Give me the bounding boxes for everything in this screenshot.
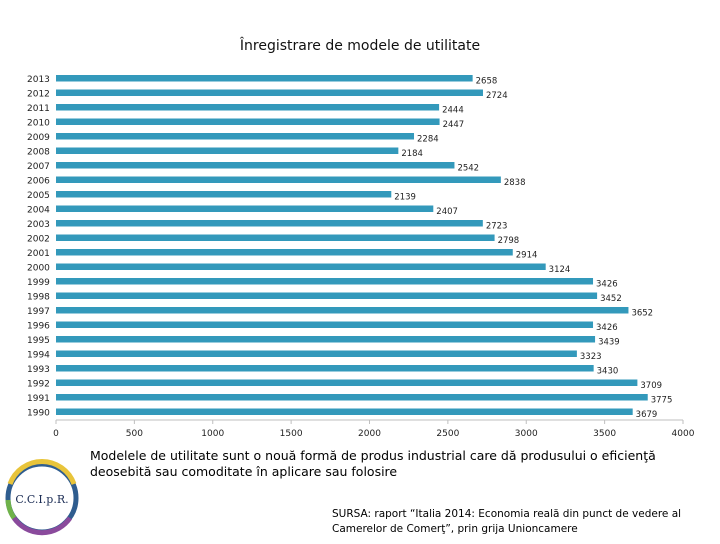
value-label-2005: 2139	[394, 192, 416, 202]
x-tick-label-1500: 1500	[280, 429, 303, 439]
value-label-2000: 3124	[549, 265, 571, 275]
y-label-1997: 1997	[27, 307, 50, 317]
value-label-1994: 3323	[580, 352, 602, 362]
bar-2006	[56, 176, 501, 183]
value-label-2013: 2658	[476, 76, 498, 86]
bar-1992	[56, 379, 638, 386]
value-label-1990: 3679	[636, 410, 658, 420]
bar-2005	[56, 191, 392, 198]
value-label-1993: 3430	[597, 366, 619, 376]
y-label-2002: 2002	[27, 234, 50, 244]
y-label-1991: 1991	[27, 394, 50, 404]
x-tick-label-3000: 3000	[515, 429, 538, 439]
y-label-1999: 1999	[27, 278, 50, 288]
y-label-2004: 2004	[27, 205, 50, 215]
y-label-2001: 2001	[27, 249, 50, 259]
value-label-2004: 2407	[436, 207, 458, 217]
bar-1995	[56, 336, 596, 343]
bar-1996	[56, 321, 594, 328]
y-label-2003: 2003	[27, 220, 50, 230]
y-label-2007: 2007	[27, 162, 50, 172]
y-label-2010: 2010	[27, 118, 50, 128]
x-tick-label-2000: 2000	[358, 429, 381, 439]
x-tick-label-0: 0	[53, 429, 59, 439]
bar-2001	[56, 249, 513, 256]
bar-1998	[56, 292, 598, 299]
value-label-1991: 3775	[651, 395, 673, 405]
y-axis-labels: 2013 2012 2011 2010 2009 2008 2007 2006 2005 2004…	[27, 75, 50, 419]
y-label-1998: 1998	[27, 292, 50, 302]
value-labels: 2658 2724 2444 2447 2284 2184 2542 2838 2139 2407…	[394, 76, 672, 420]
bar-2009	[56, 133, 415, 140]
x-tick-label-2500: 2500	[436, 429, 459, 439]
x-axis-ticks: 0 500 1000 1500 2000 2500 3000 3500 4000	[53, 420, 695, 439]
y-label-2009: 2009	[27, 133, 50, 143]
y-label-2011: 2011	[27, 104, 50, 114]
bar-2013	[56, 75, 473, 82]
value-label-1998: 3452	[600, 294, 622, 304]
value-label-2011: 2444	[442, 105, 464, 115]
bar-2011	[56, 104, 440, 111]
x-tick-label-1000: 1000	[201, 429, 224, 439]
bar-chart: 2013 2012 2011 2010 2009 2008 2007 2006 2005 2004…	[27, 75, 695, 439]
bar-2010	[56, 118, 440, 125]
bar-2012	[56, 89, 483, 96]
value-label-2008: 2184	[401, 149, 423, 159]
y-label-2012: 2012	[27, 89, 50, 99]
bar-1991	[56, 394, 648, 401]
value-label-1999: 3426	[596, 279, 618, 289]
chart-title: Înregistrare de modele de utilitate	[239, 38, 481, 54]
y-label-2005: 2005	[27, 191, 50, 201]
bar-2004	[56, 205, 434, 212]
y-label-1990: 1990	[27, 408, 50, 418]
value-label-1992: 3709	[640, 381, 662, 391]
y-label-2006: 2006	[27, 176, 50, 186]
y-label-1995: 1995	[27, 336, 50, 346]
y-label-1994: 1994	[27, 350, 50, 360]
y-label-1996: 1996	[27, 321, 50, 331]
value-label-2006: 2838	[504, 178, 526, 188]
logo-text: C.C.I.p.R.	[15, 493, 68, 506]
bar-2008	[56, 147, 399, 154]
x-tick-label-500: 500	[126, 429, 143, 439]
x-tick-label-3500: 3500	[593, 429, 616, 439]
bar-1994	[56, 350, 577, 357]
value-label-1995: 3439	[598, 337, 620, 347]
value-label-2002: 2798	[498, 236, 520, 246]
value-label-2003: 2723	[486, 221, 508, 231]
value-label-2009: 2284	[417, 134, 439, 144]
y-label-2000: 2000	[27, 263, 50, 273]
bar-2007	[56, 162, 455, 169]
value-label-1996: 3426	[596, 323, 618, 333]
bar-1993	[56, 365, 594, 372]
bar-1990	[56, 408, 633, 415]
cciipr-logo-icon: C.C.I.p.R.	[0, 448, 84, 540]
bars-group	[56, 75, 648, 415]
value-label-2010: 2447	[443, 120, 465, 130]
value-label-2001: 2914	[516, 250, 538, 260]
bar-2003	[56, 220, 483, 227]
y-label-2013: 2013	[27, 75, 50, 85]
y-label-2008: 2008	[27, 147, 50, 157]
bar-2000	[56, 263, 546, 270]
bar-1997	[56, 307, 629, 314]
y-label-1992: 1992	[27, 379, 50, 389]
value-label-2007: 2542	[457, 163, 479, 173]
y-label-1993: 1993	[27, 365, 50, 375]
bar-2002	[56, 234, 495, 241]
value-label-1997: 3652	[631, 308, 653, 318]
value-label-2012: 2724	[486, 91, 508, 101]
x-tick-label-4000: 4000	[672, 429, 695, 439]
source-note: SURSA: raport “Italia 2014: Economia rea…	[332, 508, 682, 535]
chart-caption: Modelele de utilitate sunt o nouă formă …	[90, 448, 656, 479]
bar-1999	[56, 278, 594, 285]
